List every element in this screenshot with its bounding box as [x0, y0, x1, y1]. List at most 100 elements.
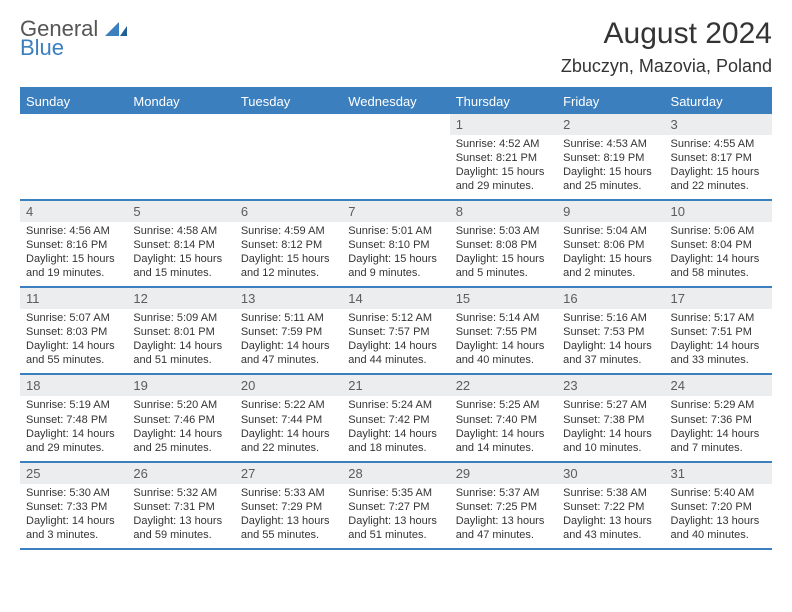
day-number: 2: [557, 114, 664, 135]
day-body: Sunrise: 5:27 AMSunset: 7:38 PMDaylight:…: [557, 396, 664, 460]
daylight-label: Daylight: 15 hours and 5 minutes.: [456, 252, 551, 280]
calendar-cell: 29Sunrise: 5:37 AMSunset: 7:25 PMDayligh…: [450, 463, 557, 548]
day-number: .: [127, 114, 234, 135]
sunset-label: Sunset: 7:25 PM: [456, 500, 551, 514]
daylight-label: Daylight: 14 hours and 37 minutes.: [563, 339, 658, 367]
sunset-label: Sunset: 7:42 PM: [348, 413, 443, 427]
daylight-label: Daylight: 15 hours and 9 minutes.: [348, 252, 443, 280]
sunset-label: Sunset: 7:57 PM: [348, 325, 443, 339]
day-number: 23: [557, 375, 664, 396]
calendar-cell: 6Sunrise: 4:59 AMSunset: 8:12 PMDaylight…: [235, 201, 342, 286]
sunrise-label: Sunrise: 5:22 AM: [241, 398, 336, 412]
calendar-cell: 13Sunrise: 5:11 AMSunset: 7:59 PMDayligh…: [235, 288, 342, 373]
day-body: Sunrise: 5:32 AMSunset: 7:31 PMDaylight:…: [127, 484, 234, 548]
day-body: Sunrise: 4:55 AMSunset: 8:17 PMDaylight:…: [665, 135, 772, 199]
sunset-label: Sunset: 8:14 PM: [133, 238, 228, 252]
sunrise-label: Sunrise: 5:37 AM: [456, 486, 551, 500]
sunset-label: Sunset: 8:17 PM: [671, 151, 766, 165]
day-body: Sunrise: 5:35 AMSunset: 7:27 PMDaylight:…: [342, 484, 449, 548]
day-body: Sunrise: 5:29 AMSunset: 7:36 PMDaylight:…: [665, 396, 772, 460]
sunrise-label: Sunrise: 4:59 AM: [241, 224, 336, 238]
sunrise-label: Sunrise: 5:29 AM: [671, 398, 766, 412]
sunrise-label: Sunrise: 5:19 AM: [26, 398, 121, 412]
day-number: 9: [557, 201, 664, 222]
day-body: Sunrise: 5:14 AMSunset: 7:55 PMDaylight:…: [450, 309, 557, 373]
day-body: Sunrise: 5:16 AMSunset: 7:53 PMDaylight:…: [557, 309, 664, 373]
daylight-label: Daylight: 15 hours and 19 minutes.: [26, 252, 121, 280]
day-number: 8: [450, 201, 557, 222]
day-number: .: [342, 114, 449, 135]
day-number: 18: [20, 375, 127, 396]
sunset-label: Sunset: 8:19 PM: [563, 151, 658, 165]
sunrise-label: Sunrise: 4:53 AM: [563, 137, 658, 151]
calendar-cell: 17Sunrise: 5:17 AMSunset: 7:51 PMDayligh…: [665, 288, 772, 373]
day-number: 1: [450, 114, 557, 135]
daylight-label: Daylight: 14 hours and 44 minutes.: [348, 339, 443, 367]
sunset-label: Sunset: 7:53 PM: [563, 325, 658, 339]
daylight-label: Daylight: 14 hours and 58 minutes.: [671, 252, 766, 280]
day-body: Sunrise: 5:40 AMSunset: 7:20 PMDaylight:…: [665, 484, 772, 548]
calendar-week: 11Sunrise: 5:07 AMSunset: 8:03 PMDayligh…: [20, 288, 772, 375]
page-header: General Blue August 2024 Zbuczyn, Mazovi…: [20, 18, 772, 77]
day-number: 21: [342, 375, 449, 396]
sunrise-label: Sunrise: 4:55 AM: [671, 137, 766, 151]
sunrise-label: Sunrise: 5:35 AM: [348, 486, 443, 500]
day-body: Sunrise: 5:09 AMSunset: 8:01 PMDaylight:…: [127, 309, 234, 373]
calendar-cell: 14Sunrise: 5:12 AMSunset: 7:57 PMDayligh…: [342, 288, 449, 373]
day-number: .: [20, 114, 127, 135]
day-body: Sunrise: 5:12 AMSunset: 7:57 PMDaylight:…: [342, 309, 449, 373]
day-number: 5: [127, 201, 234, 222]
sunrise-label: Sunrise: 5:01 AM: [348, 224, 443, 238]
day-body: [20, 135, 127, 193]
daylight-label: Daylight: 15 hours and 2 minutes.: [563, 252, 658, 280]
location-label: Zbuczyn, Mazovia, Poland: [561, 56, 772, 77]
sunset-label: Sunset: 8:08 PM: [456, 238, 551, 252]
day-body: Sunrise: 5:04 AMSunset: 8:06 PMDaylight:…: [557, 222, 664, 286]
weekday-sunday: Sunday: [20, 89, 127, 114]
daylight-label: Daylight: 13 hours and 51 minutes.: [348, 514, 443, 542]
daylight-label: Daylight: 14 hours and 29 minutes.: [26, 427, 121, 455]
logo-wordmark: General Blue: [20, 18, 127, 59]
daylight-label: Daylight: 14 hours and 18 minutes.: [348, 427, 443, 455]
daylight-label: Daylight: 15 hours and 25 minutes.: [563, 165, 658, 193]
day-body: Sunrise: 5:38 AMSunset: 7:22 PMDaylight:…: [557, 484, 664, 548]
day-number: 26: [127, 463, 234, 484]
weekday-saturday: Saturday: [665, 89, 772, 114]
calendar-cell: 4Sunrise: 4:56 AMSunset: 8:16 PMDaylight…: [20, 201, 127, 286]
calendar-week: 4Sunrise: 4:56 AMSunset: 8:16 PMDaylight…: [20, 201, 772, 288]
sunset-label: Sunset: 7:20 PM: [671, 500, 766, 514]
sunset-label: Sunset: 8:04 PM: [671, 238, 766, 252]
day-number: 29: [450, 463, 557, 484]
sunset-label: Sunset: 7:51 PM: [671, 325, 766, 339]
day-number: 16: [557, 288, 664, 309]
sunrise-label: Sunrise: 5:33 AM: [241, 486, 336, 500]
calendar-cell: 18Sunrise: 5:19 AMSunset: 7:48 PMDayligh…: [20, 375, 127, 460]
day-body: Sunrise: 5:20 AMSunset: 7:46 PMDaylight:…: [127, 396, 234, 460]
calendar-cell: 21Sunrise: 5:24 AMSunset: 7:42 PMDayligh…: [342, 375, 449, 460]
day-number: 30: [557, 463, 664, 484]
sunset-label: Sunset: 8:06 PM: [563, 238, 658, 252]
calendar-page: General Blue August 2024 Zbuczyn, Mazovi…: [0, 0, 792, 612]
daylight-label: Daylight: 14 hours and 47 minutes.: [241, 339, 336, 367]
sunset-label: Sunset: 7:27 PM: [348, 500, 443, 514]
sunrise-label: Sunrise: 5:09 AM: [133, 311, 228, 325]
sunrise-label: Sunrise: 5:06 AM: [671, 224, 766, 238]
brand-logo: General Blue: [20, 18, 127, 59]
day-body: Sunrise: 5:24 AMSunset: 7:42 PMDaylight:…: [342, 396, 449, 460]
calendar-cell: 22Sunrise: 5:25 AMSunset: 7:40 PMDayligh…: [450, 375, 557, 460]
calendar-week: 18Sunrise: 5:19 AMSunset: 7:48 PMDayligh…: [20, 375, 772, 462]
sunset-label: Sunset: 7:33 PM: [26, 500, 121, 514]
weekday-wednesday: Wednesday: [342, 89, 449, 114]
sunset-label: Sunset: 8:03 PM: [26, 325, 121, 339]
sunrise-label: Sunrise: 4:58 AM: [133, 224, 228, 238]
day-number: 13: [235, 288, 342, 309]
daylight-label: Daylight: 15 hours and 22 minutes.: [671, 165, 766, 193]
day-body: Sunrise: 4:56 AMSunset: 8:16 PMDaylight:…: [20, 222, 127, 286]
logo-sail-icon: [105, 22, 127, 36]
calendar-cell: 26Sunrise: 5:32 AMSunset: 7:31 PMDayligh…: [127, 463, 234, 548]
sunset-label: Sunset: 7:36 PM: [671, 413, 766, 427]
sunrise-label: Sunrise: 4:52 AM: [456, 137, 551, 151]
sunrise-label: Sunrise: 5:16 AM: [563, 311, 658, 325]
sunset-label: Sunset: 7:22 PM: [563, 500, 658, 514]
calendar-cell: 27Sunrise: 5:33 AMSunset: 7:29 PMDayligh…: [235, 463, 342, 548]
